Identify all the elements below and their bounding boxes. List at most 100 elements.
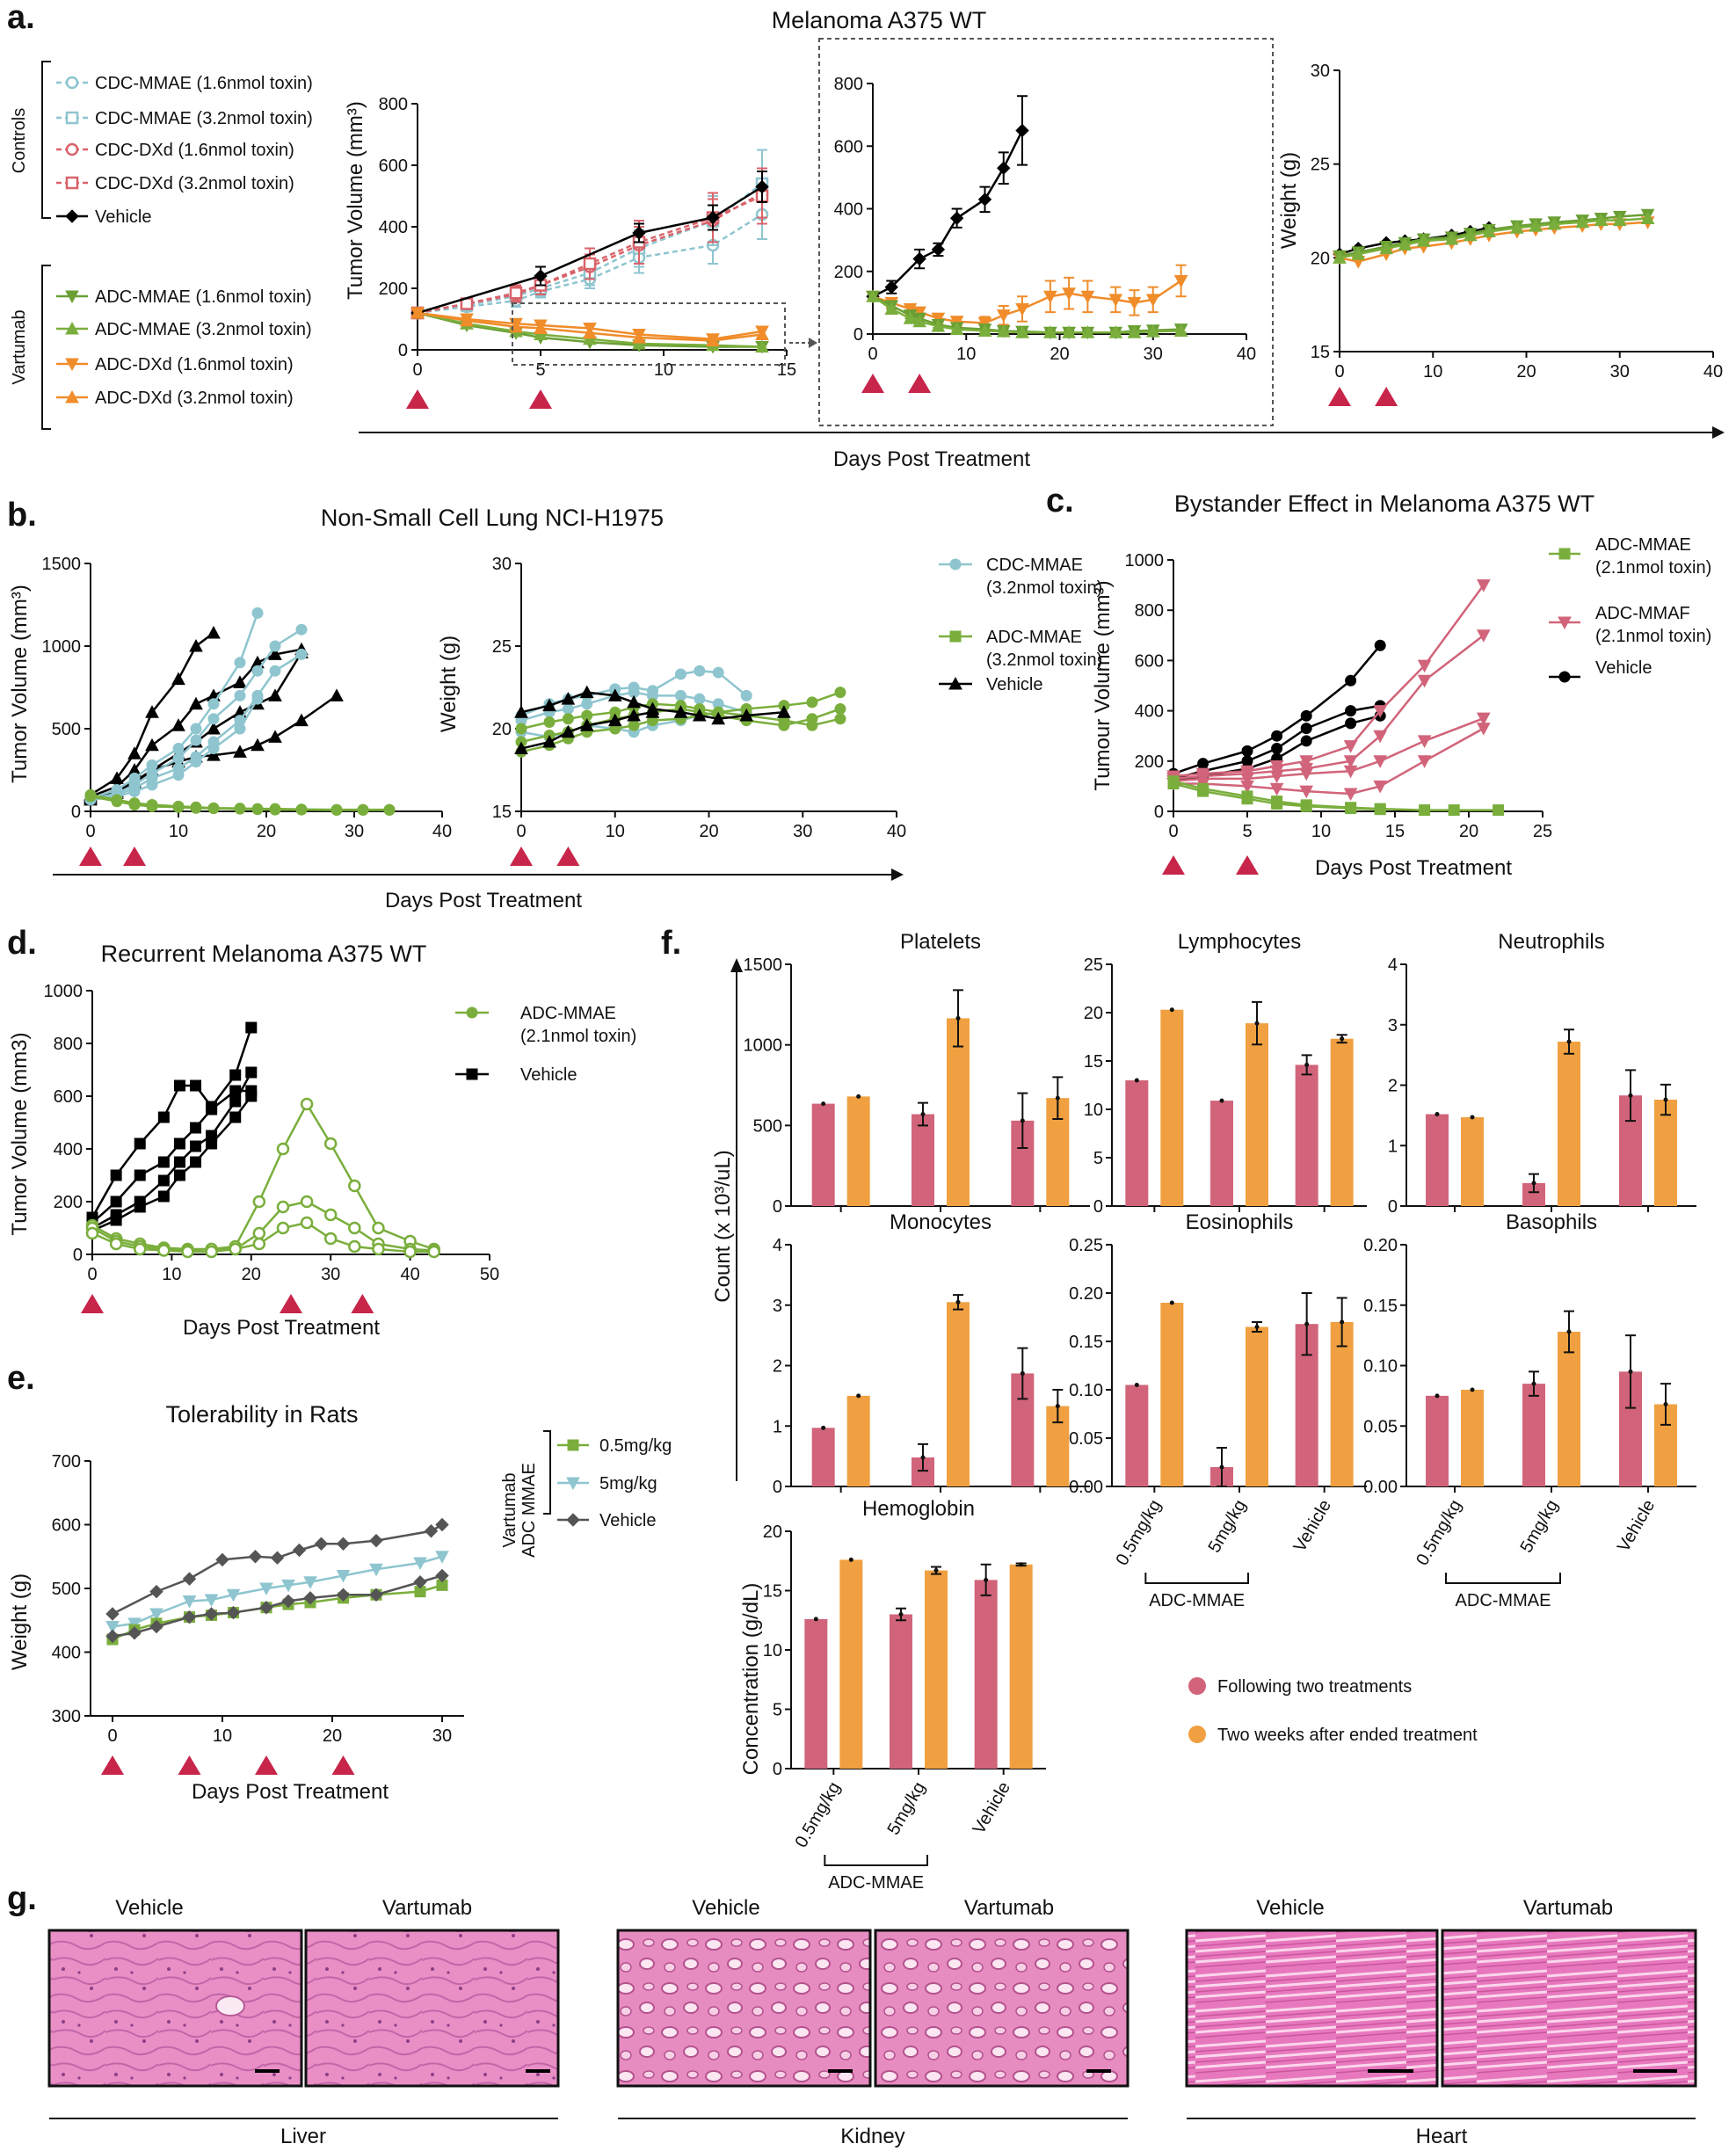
data-point — [1197, 785, 1209, 797]
treatment-arrow — [406, 389, 429, 409]
data-point — [834, 702, 846, 715]
data-point — [234, 657, 246, 669]
data-point — [949, 211, 964, 225]
panel-e-legend: 0.5mg/kg 5mg/kg Vehicle — [557, 1436, 672, 1530]
treatment-arrow — [908, 374, 932, 393]
data-point — [1343, 755, 1358, 768]
y-tick-label: 0.10 — [1363, 1357, 1398, 1377]
legend-label: ADC-MMAE — [1595, 535, 1691, 555]
y-tick-label: 0.20 — [1069, 1284, 1103, 1304]
panel-f-ylabel-count: Count (x 10³/uL) — [711, 1150, 735, 1302]
y-tick-label: 0.05 — [1069, 1429, 1103, 1449]
data-point — [245, 1066, 258, 1079]
y-tick-label: 0.10 — [1069, 1381, 1103, 1400]
data-point — [84, 790, 97, 803]
data-point — [1173, 274, 1188, 288]
data-point — [190, 1122, 202, 1134]
y-tick-label: 600 — [1135, 651, 1164, 671]
legend-marker — [566, 1477, 580, 1491]
category-label: 5mg/kg — [1204, 1497, 1250, 1557]
data-point — [110, 1169, 122, 1181]
legend-marker — [466, 1006, 478, 1019]
data-point — [348, 1179, 361, 1193]
data-point — [134, 1169, 146, 1181]
data-point — [189, 696, 203, 710]
data-point — [848, 1557, 853, 1562]
bar — [1461, 1390, 1484, 1486]
legend-marker — [1558, 671, 1571, 683]
data-point — [268, 647, 282, 660]
data-point — [1444, 231, 1459, 245]
data-point — [171, 672, 185, 686]
data-point — [627, 708, 641, 722]
data-point — [303, 1591, 317, 1605]
data-point — [1663, 1097, 1668, 1102]
image-kidney-vehicle — [616, 1929, 872, 2088]
data-point — [207, 721, 221, 735]
panel-c-xlabel: Days Post Treatment — [1315, 856, 1512, 880]
data-point — [583, 325, 597, 339]
data-point — [128, 798, 141, 810]
bar — [1461, 1116, 1484, 1206]
treatment-arrow — [178, 1755, 201, 1775]
data-point — [806, 719, 818, 731]
panel-c-ylabel: Tumour Volume (mm³) — [1091, 580, 1115, 790]
data-point — [1169, 1300, 1174, 1305]
legend-item: CDC-DXd (3.2nmol toxin) — [56, 174, 294, 193]
chart-f-eosinophils: Eosinophils 0.00 0.05 0.10 0.15 0.20 0.25 0.5mg… — [1069, 1210, 1367, 1610]
panel-e-group-bracket — [543, 1430, 551, 1515]
data-point — [336, 1537, 351, 1551]
data-point — [931, 243, 946, 257]
data-point — [514, 705, 528, 718]
data-point — [579, 685, 594, 699]
data-point — [1476, 712, 1491, 726]
data-point — [1343, 788, 1358, 802]
y-tick-label: 0 — [1154, 803, 1164, 822]
x-tick-label: 0 — [516, 822, 526, 841]
x-tick-label: 0 — [107, 1726, 117, 1746]
data-point — [149, 1619, 163, 1634]
data-point — [977, 317, 992, 331]
series-adc-mmae-3-2nmol-toxin- — [866, 289, 1188, 338]
bar — [1246, 1326, 1268, 1486]
y-tick-label: 0.00 — [1363, 1478, 1398, 1497]
data-point — [1271, 797, 1283, 810]
image-kidney-vartumab — [874, 1929, 1129, 2088]
data-point — [920, 1455, 926, 1460]
data-point — [1373, 730, 1388, 744]
panel-d-legend: ADC-MMAE (2.1nmol toxin) Vehicle — [455, 1004, 636, 1085]
data-point — [207, 743, 220, 755]
data-point — [251, 607, 264, 619]
data-point — [1219, 1464, 1224, 1470]
chart-b-tumor-volume: 0 500 1000 1500 0 10 20 30 40 — [42, 555, 452, 866]
data-point — [1374, 639, 1386, 651]
chart-f-platelets: Platelets 0 500 1000 1500 — [744, 930, 1090, 1217]
legend-item: ADC-DXd (1.6nmol toxin) — [56, 355, 294, 374]
data-point — [898, 1612, 904, 1617]
legend-swatch-two-weeks — [1188, 1726, 1206, 1743]
treatment-arrow — [1328, 387, 1351, 406]
bar — [1125, 1080, 1149, 1206]
legend-marker — [65, 76, 79, 90]
data-point — [157, 1244, 171, 1257]
group-label: ADC-MMAE — [828, 1873, 924, 1893]
data-point — [127, 746, 142, 759]
bar — [1426, 1395, 1449, 1486]
category-label: 0.5mg/kg — [1112, 1497, 1165, 1569]
data-point — [884, 280, 898, 294]
series-line — [417, 311, 762, 348]
x-tick-label: 20 — [1459, 822, 1478, 841]
y-tick-label: 500 — [52, 1580, 81, 1599]
data-point — [1080, 325, 1095, 338]
data-point — [172, 752, 185, 765]
data-point — [1219, 1098, 1224, 1103]
legend-label: ADC-DXd (1.6nmol toxin) — [95, 355, 294, 374]
panel-a-title: Melanoma A375 WT — [772, 7, 987, 33]
y-tick-label: 800 — [1135, 601, 1164, 621]
data-point — [1300, 723, 1312, 735]
chart-title: Neutrophils — [1498, 930, 1604, 954]
label-liver-vartumab: Vartumab — [382, 1896, 472, 1920]
treatment-arrow — [861, 374, 884, 393]
legend-label: (3.2nmol toxin) — [986, 578, 1102, 598]
